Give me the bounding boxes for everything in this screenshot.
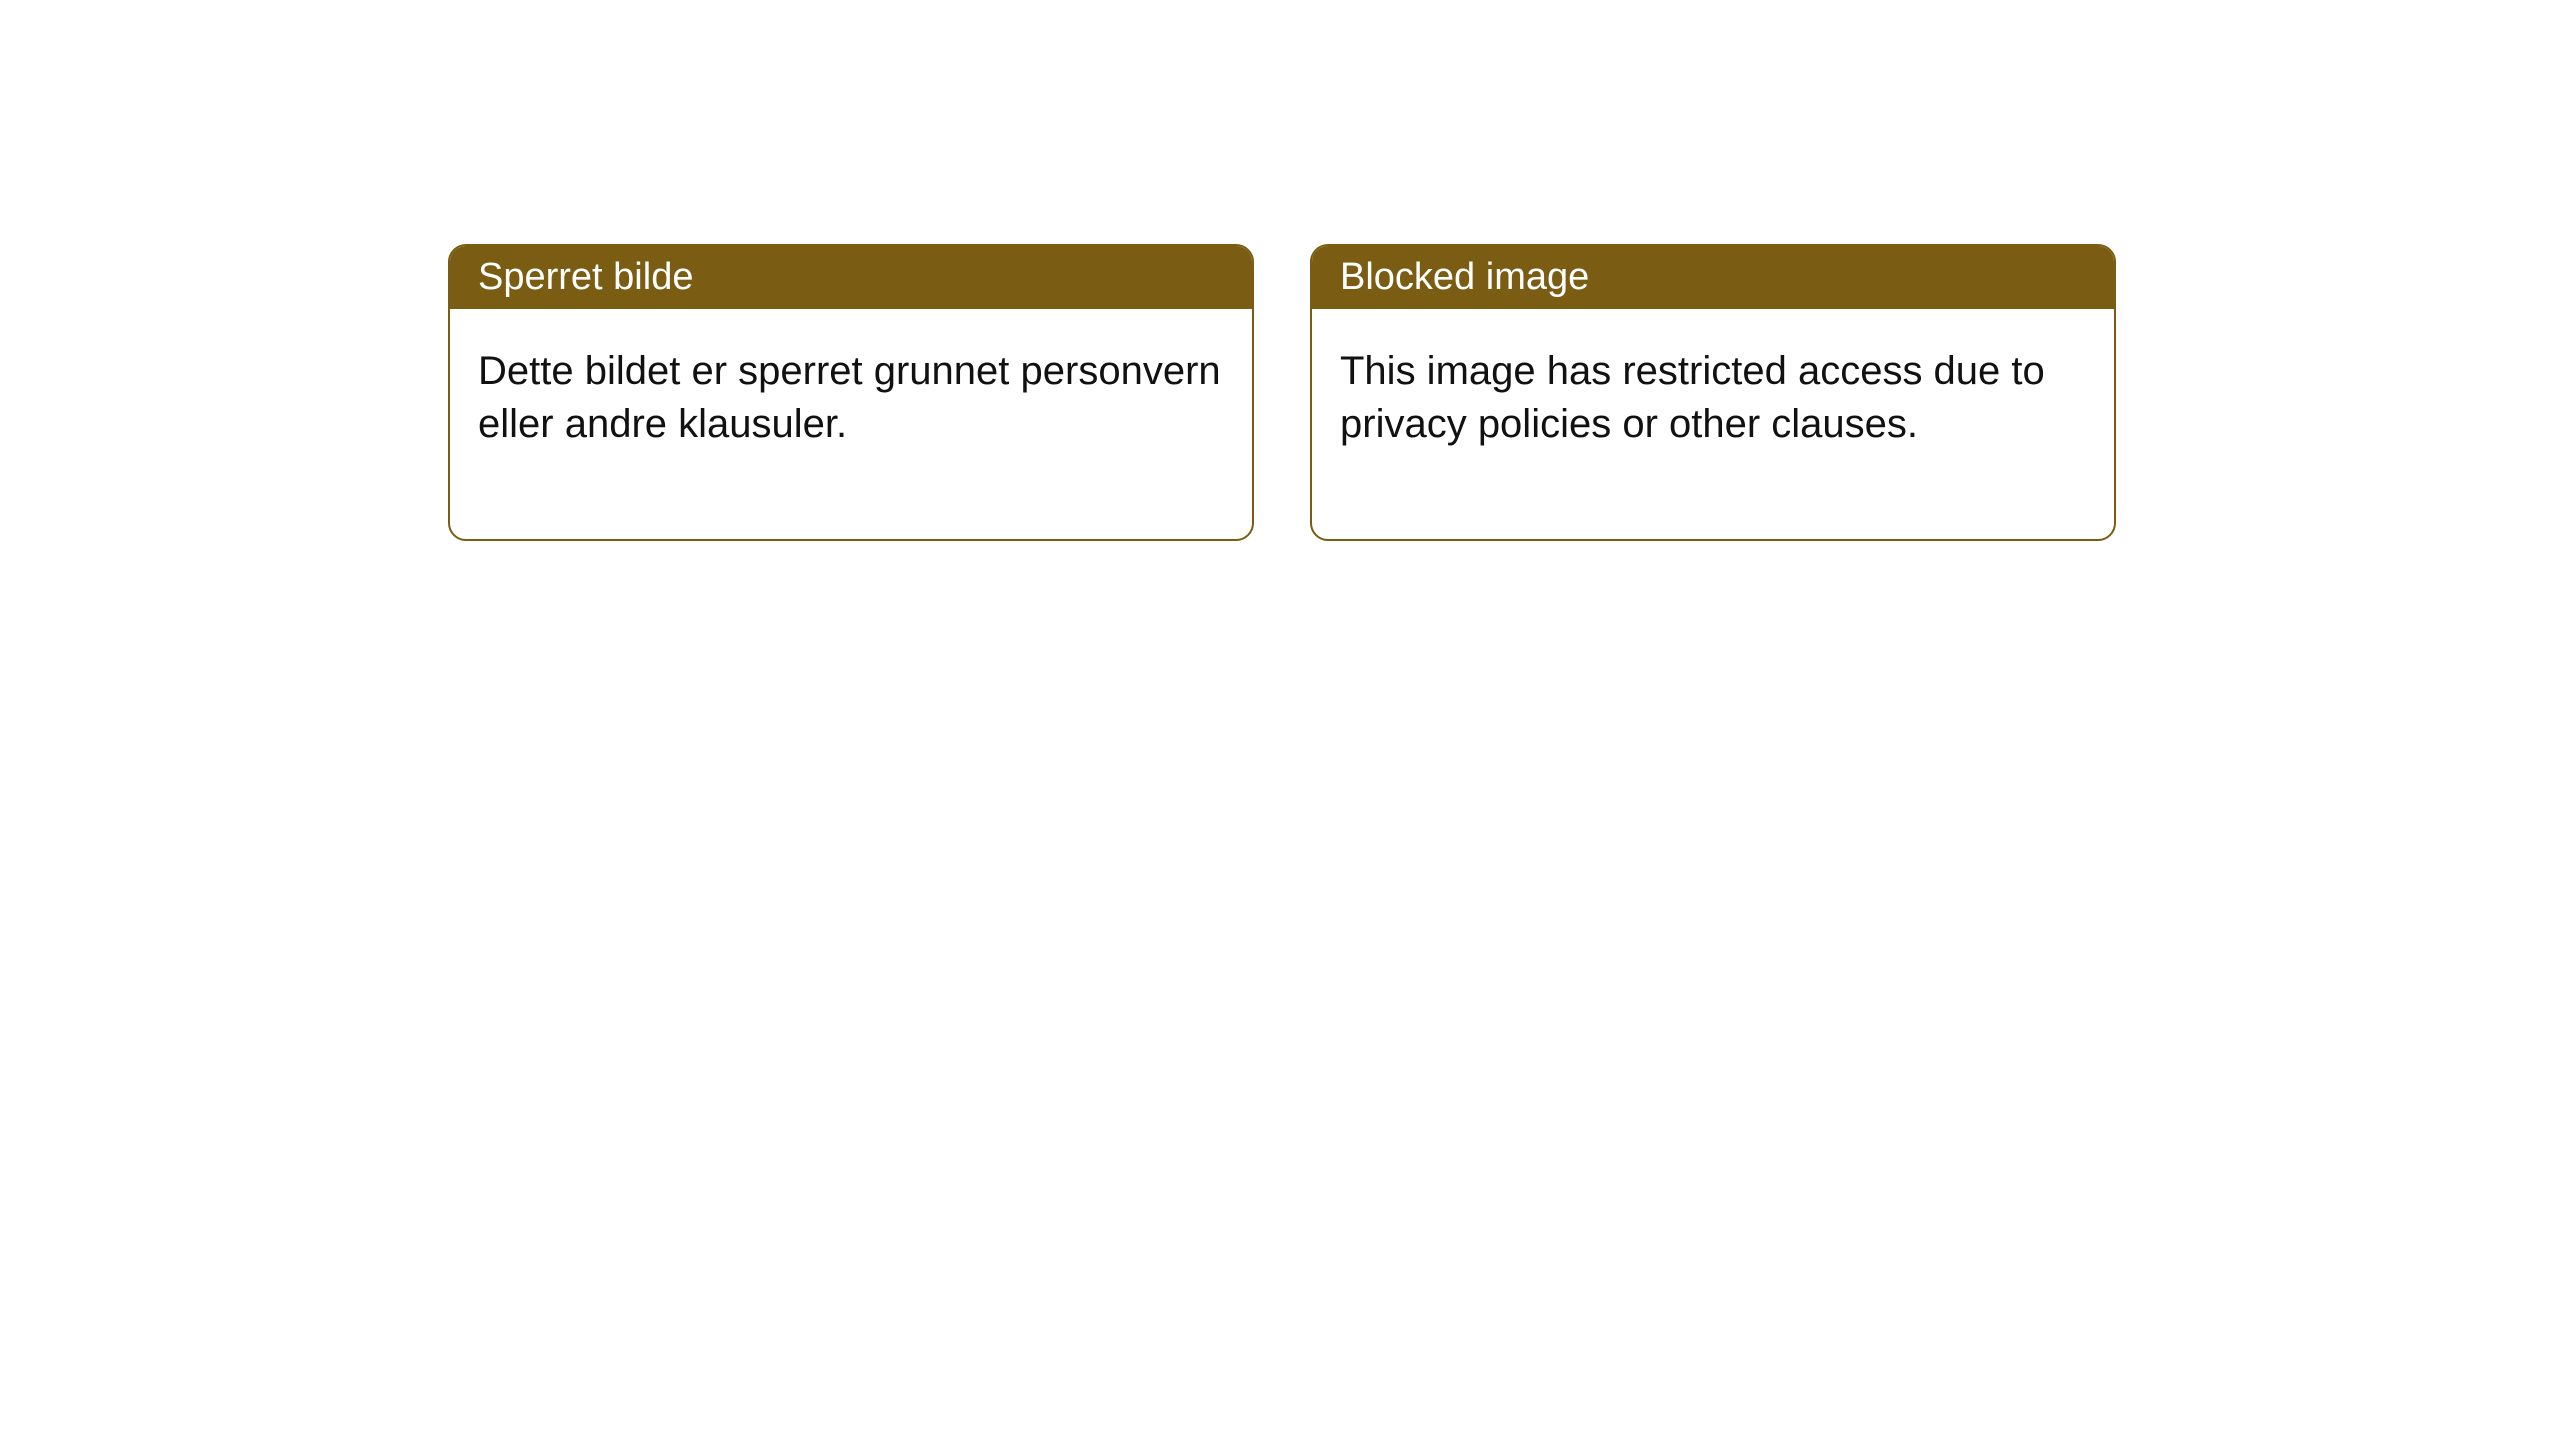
card-title-no: Sperret bilde	[478, 256, 693, 298]
card-header-no: Sperret bilde	[450, 246, 1252, 309]
notice-container: Sperret bilde Dette bildet er sperret gr…	[0, 0, 2560, 541]
blocked-image-card-en: Blocked image This image has restricted …	[1310, 244, 2116, 541]
card-body-text-no: Dette bildet er sperret grunnet personve…	[478, 349, 1221, 446]
card-body-en: This image has restricted access due to …	[1312, 309, 2114, 539]
blocked-image-card-no: Sperret bilde Dette bildet er sperret gr…	[448, 244, 1254, 541]
card-body-text-en: This image has restricted access due to …	[1340, 349, 2045, 446]
card-header-en: Blocked image	[1312, 246, 2114, 309]
card-body-no: Dette bildet er sperret grunnet personve…	[450, 309, 1252, 539]
card-title-en: Blocked image	[1340, 256, 1589, 298]
